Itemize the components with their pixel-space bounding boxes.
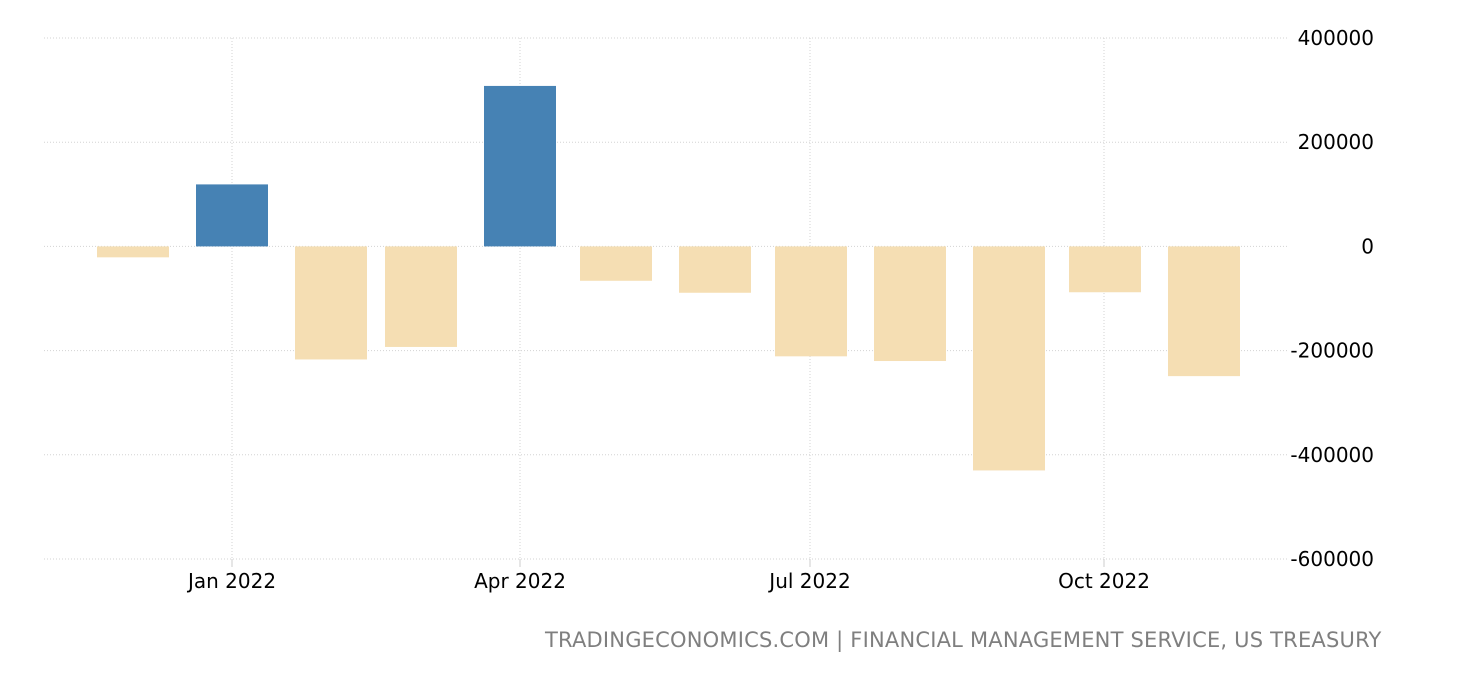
y-tick-label: 400000 (1298, 26, 1374, 50)
bar-feb-2022[interactable] (295, 246, 367, 360)
bar-mar-2022[interactable] (385, 246, 457, 347)
bar-jun-2022[interactable] (679, 246, 751, 293)
bar-apr-2022[interactable] (484, 85, 556, 247)
bar-series (97, 85, 1240, 471)
x-tick-label: Jul 2022 (767, 569, 850, 593)
x-tick-label: Apr 2022 (474, 569, 566, 593)
x-axis-labels: Jan 2022 Apr 2022 Jul 2022 Oct 2022 (186, 569, 1150, 593)
bar-nov-2022[interactable] (1168, 246, 1240, 377)
bar-jul-2022[interactable] (775, 246, 847, 357)
y-tick-label: 200000 (1298, 130, 1374, 154)
bar-oct-2022[interactable] (1069, 246, 1141, 293)
bar-jan-2022[interactable] (196, 184, 268, 247)
y-tick-label: -400000 (1290, 443, 1374, 467)
y-tick-label: 0 (1361, 234, 1374, 258)
grid-lines (44, 37, 1288, 567)
bar-aug-2022[interactable] (874, 246, 946, 362)
bar-may-2022[interactable] (580, 246, 652, 281)
y-axis-labels: 400000 200000 0 -200000 -400000 -600000 (1290, 26, 1374, 571)
x-tick-label: Jan 2022 (186, 569, 276, 593)
y-tick-label: -200000 (1290, 339, 1374, 363)
bar-sep-2022[interactable] (973, 246, 1045, 471)
y-tick-label: -600000 (1290, 547, 1374, 571)
bar-dec-2021[interactable] (97, 246, 169, 258)
x-tick-label: Oct 2022 (1058, 569, 1150, 593)
source-attribution: TRADINGECONOMICS.COM | FINANCIAL MANAGEM… (545, 628, 1382, 652)
